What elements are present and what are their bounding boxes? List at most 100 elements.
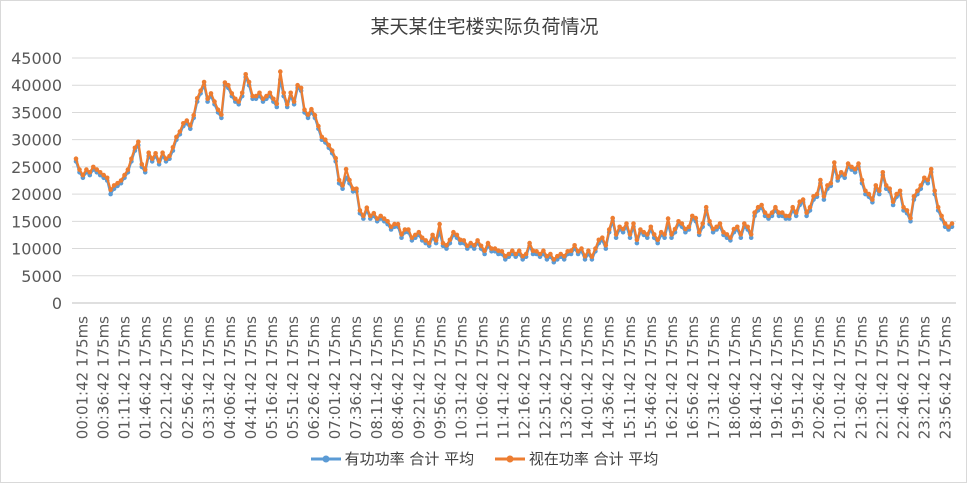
data-point-apparent-power — [357, 208, 363, 213]
data-point-apparent-power — [219, 112, 224, 117]
data-point-active-power — [274, 104, 280, 110]
data-point-apparent-power — [724, 232, 730, 237]
data-point-apparent-power — [700, 221, 705, 226]
x-tick-label: 23:56:42 175ms — [936, 316, 954, 439]
data-point-apparent-power — [122, 172, 127, 178]
data-point-apparent-power — [613, 232, 619, 237]
x-tick-label: 02:21:42 175ms — [158, 316, 176, 439]
data-point-apparent-power — [932, 188, 937, 194]
data-point-apparent-power — [866, 191, 872, 197]
data-point-apparent-power — [84, 167, 89, 172]
data-point-apparent-power — [555, 253, 560, 259]
x-tick-label: 13:26:42 175ms — [558, 316, 576, 439]
data-point-apparent-power — [606, 227, 612, 232]
data-point-apparent-power — [890, 199, 896, 204]
data-point-apparent-power — [766, 213, 771, 219]
x-tick-label: 07:01:42 175ms — [326, 316, 344, 439]
x-tick-label: 21:01:42 175ms — [831, 316, 849, 439]
data-point-apparent-power — [783, 213, 789, 219]
data-point-active-power — [544, 257, 550, 262]
data-point-apparent-power — [451, 229, 456, 235]
data-point-apparent-power — [374, 216, 380, 221]
x-tick-label: 16:21:42 175ms — [663, 316, 681, 439]
data-point-apparent-power — [845, 161, 851, 166]
data-point-apparent-power — [842, 172, 847, 177]
data-point-apparent-power — [655, 237, 660, 243]
data-point-apparent-power — [406, 227, 411, 232]
x-tick-label: 22:11:42 175ms — [873, 316, 891, 439]
x-tick-label: 06:26:42 175ms — [305, 316, 323, 439]
data-point-apparent-power — [908, 215, 913, 221]
data-point-apparent-power — [361, 213, 366, 219]
x-tick-label: 18:41:42 175ms — [747, 316, 765, 439]
data-point-apparent-power — [402, 227, 408, 232]
data-point-apparent-power — [814, 191, 820, 197]
legend-item-apparent-power: 视在功率 合计 平均 — [494, 448, 658, 469]
data-point-apparent-power — [755, 204, 761, 210]
data-point-apparent-power — [136, 139, 141, 145]
x-tick-label: 10:31:42 175ms — [452, 316, 470, 439]
data-point-apparent-power — [91, 164, 96, 170]
data-point-active-power — [620, 229, 626, 235]
data-point-active-power — [925, 180, 931, 186]
data-point-active-power — [568, 251, 574, 257]
data-point-apparent-power — [146, 150, 151, 155]
data-point-apparent-power — [780, 210, 785, 215]
data-point-apparent-power — [887, 186, 892, 191]
data-point-apparent-power — [627, 232, 633, 237]
data-point-apparent-power — [246, 79, 252, 85]
data-point-apparent-power — [281, 90, 287, 96]
data-point-apparent-power — [454, 232, 460, 238]
data-point-apparent-power — [323, 137, 328, 142]
data-point-active-power — [908, 219, 913, 224]
data-point-apparent-power — [787, 213, 792, 219]
x-tick-label: 02:56:42 175ms — [179, 316, 197, 439]
data-point-apparent-power — [257, 90, 262, 96]
data-point-apparent-power — [821, 194, 827, 199]
data-point-apparent-power — [852, 166, 858, 172]
data-point-apparent-power — [291, 99, 297, 104]
data-point-apparent-power — [790, 204, 795, 210]
data-point-apparent-power — [333, 155, 339, 161]
data-point-apparent-power — [610, 215, 615, 221]
data-point-apparent-power — [215, 107, 221, 112]
data-point-apparent-power — [499, 249, 505, 254]
data-point-apparent-power — [811, 194, 816, 199]
legend-swatch-apparent-power — [494, 455, 525, 462]
x-tick-label: 09:56:42 175ms — [431, 316, 449, 439]
x-tick-label: 19:16:42 175ms — [768, 316, 786, 439]
data-point-apparent-power — [177, 129, 183, 134]
y-tick-label: 0 — [52, 294, 62, 313]
data-point-active-power — [219, 115, 224, 121]
data-point-apparent-power — [475, 238, 480, 243]
data-point-apparent-power — [167, 153, 172, 159]
data-point-apparent-power — [478, 243, 484, 249]
data-point-apparent-power — [631, 221, 636, 226]
data-point-apparent-power — [73, 156, 79, 161]
data-point-apparent-power — [911, 194, 917, 199]
data-point-apparent-power — [870, 197, 875, 202]
data-point-apparent-power — [915, 188, 920, 194]
data-point-apparent-power — [194, 96, 200, 101]
data-point-apparent-power — [77, 167, 82, 172]
data-point-apparent-power — [558, 251, 563, 257]
data-point-active-power — [669, 235, 674, 240]
data-point-apparent-power — [101, 172, 106, 178]
x-tick-label: 11:06:42 175ms — [473, 316, 491, 439]
data-point-apparent-power — [665, 216, 671, 221]
data-point-apparent-power — [561, 253, 567, 259]
data-point-apparent-power — [239, 90, 245, 96]
data-point-apparent-power — [506, 251, 512, 257]
y-tick-label: 35000 — [11, 103, 62, 122]
data-point-apparent-power — [530, 248, 536, 253]
data-point-apparent-power — [309, 106, 314, 112]
data-point-apparent-power — [527, 240, 532, 246]
x-tick-label: 14:36:42 175ms — [600, 316, 618, 439]
data-point-apparent-power — [797, 199, 802, 204]
data-point-apparent-power — [191, 112, 196, 118]
data-point-apparent-power — [520, 253, 525, 259]
data-point-apparent-power — [832, 160, 837, 165]
x-tick-label: 16:56:42 175ms — [684, 316, 702, 439]
data-point-apparent-power — [326, 142, 332, 148]
